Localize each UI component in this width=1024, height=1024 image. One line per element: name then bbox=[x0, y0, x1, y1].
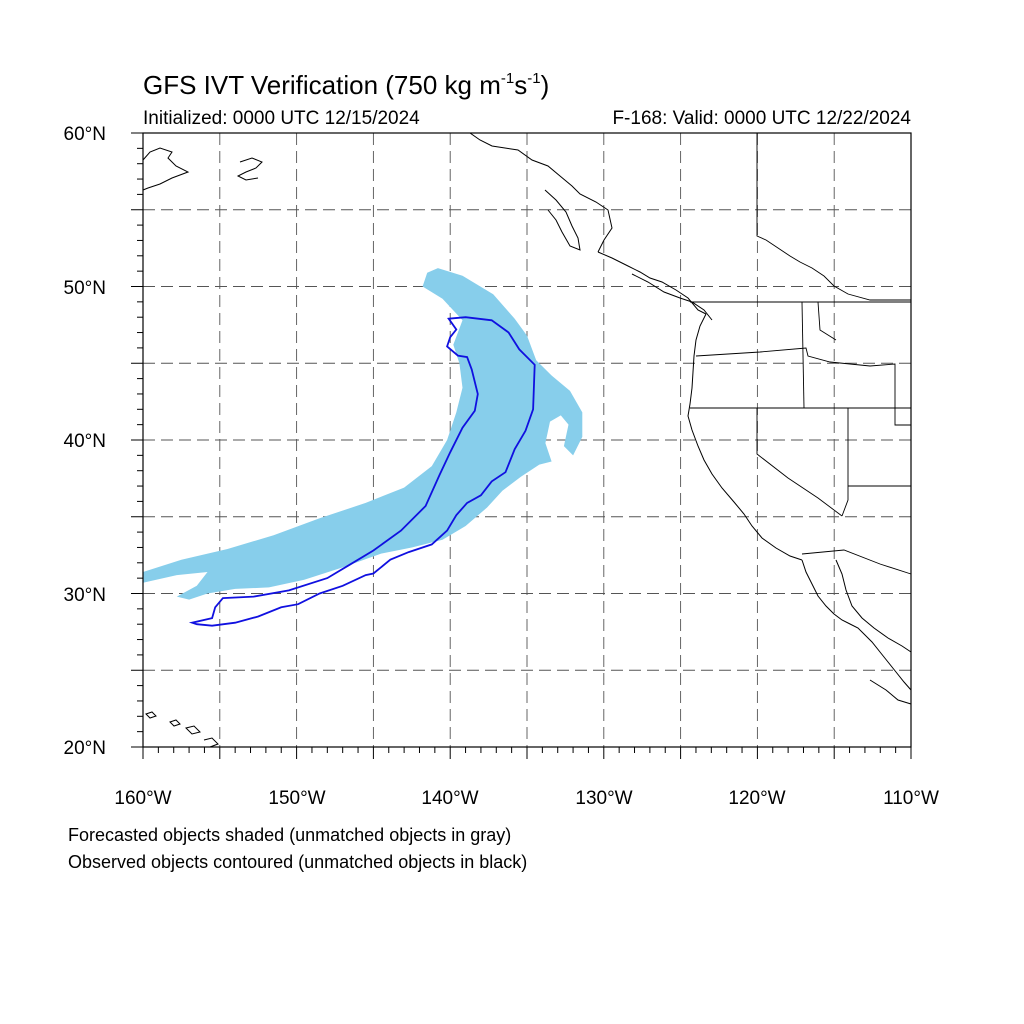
chart-title: GFS IVT Verification (750 kg m-1s-1) bbox=[143, 70, 550, 100]
kodiak-island-coast bbox=[236, 157, 263, 181]
kauai-coast bbox=[145, 711, 157, 719]
washington-oregon-boundary bbox=[695, 347, 911, 426]
observed-legend-note: Observed objects contoured (unmatched ob… bbox=[68, 852, 528, 872]
canada-us-boundary bbox=[756, 133, 911, 301]
us-west-coast bbox=[687, 313, 803, 561]
big-island-coast bbox=[203, 737, 219, 748]
gulf-of-california-coast bbox=[835, 559, 912, 653]
lon-label: 110°W bbox=[883, 788, 939, 809]
lon-label: 160°W bbox=[114, 788, 171, 809]
gulf-of-alaska-coast bbox=[143, 132, 613, 253]
bc-coast bbox=[597, 251, 707, 315]
valid-time-label: F-168: Valid: 0000 UTC 12/22/2024 bbox=[612, 108, 911, 129]
lon-label: 130°W bbox=[575, 788, 632, 809]
lon-label: 120°W bbox=[728, 788, 785, 809]
vancouver-island-coast bbox=[631, 273, 713, 321]
california-nevada-boundary bbox=[756, 408, 843, 517]
us-mexico-boundary bbox=[801, 549, 912, 575]
coastlines bbox=[142, 132, 912, 748]
axis-ticks bbox=[131, 132, 912, 759]
lat-label: 30°N bbox=[64, 585, 106, 606]
mexico-mainland-coast bbox=[869, 679, 912, 705]
observed-ivt-contour bbox=[188, 316, 536, 627]
maui-coast bbox=[185, 725, 201, 735]
forecast-legend-note: Forecasted objects shaded (unmatched obj… bbox=[68, 825, 512, 845]
political-boundaries bbox=[690, 133, 912, 575]
lon-label: 150°W bbox=[268, 788, 325, 809]
idaho-montana-boundary bbox=[817, 301, 837, 341]
haida-gwaii-coast bbox=[544, 189, 581, 251]
initialized-label: Initialized: 0000 UTC 12/15/2024 bbox=[143, 108, 420, 129]
forecasted-ivt-object bbox=[143, 268, 583, 600]
idaho-oregon-boundary bbox=[801, 301, 805, 409]
nevada-utah-boundary bbox=[841, 408, 849, 517]
lat-label: 60°N bbox=[64, 124, 106, 145]
lon-axis-labels: 160°W 150°W 140°W 130°W 120°W 110°W bbox=[114, 788, 939, 809]
lat-label: 50°N bbox=[64, 278, 106, 299]
lat-axis-labels: 60°N 50°N 40°N 30°N 20°N bbox=[64, 124, 106, 759]
lat-label: 20°N bbox=[64, 738, 106, 759]
lon-label: 140°W bbox=[421, 788, 478, 809]
baja-west-coast bbox=[801, 559, 912, 691]
lat-label: 40°N bbox=[64, 431, 106, 452]
alaska-peninsula-coast bbox=[142, 147, 190, 191]
oahu-coast bbox=[169, 719, 181, 727]
